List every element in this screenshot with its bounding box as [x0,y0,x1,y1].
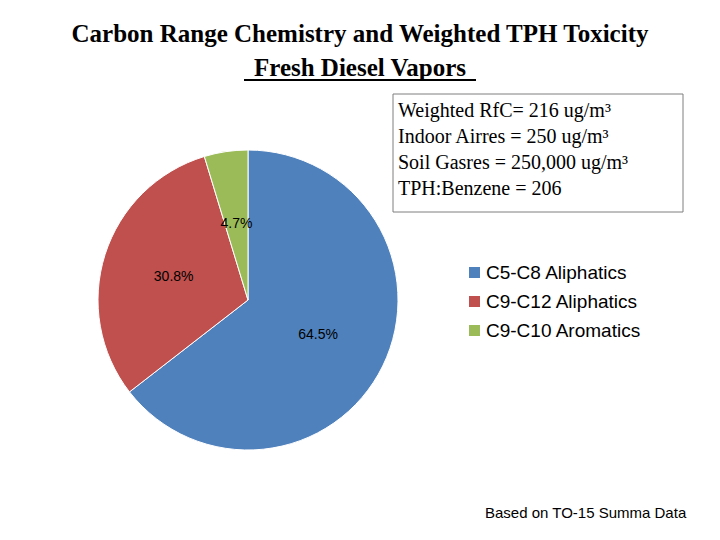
svg-text:C5-C8 Aliphatics: C5-C8 Aliphatics [486,262,626,283]
svg-text:Weighted RfC= 216 ug/m³: Weighted RfC= 216 ug/m³ [398,99,611,122]
svg-text:Carbon Range Chemistry and Wei: Carbon Range Chemistry and Weighted TPH … [72,20,649,47]
svg-text:C9-C10 Aromatics: C9-C10 Aromatics [486,320,640,341]
svg-text:Fresh Diesel Vapors: Fresh Diesel Vapors [254,54,466,81]
svg-text:64.5%: 64.5% [298,326,338,342]
svg-text:TPH:Benzene = 206: TPH:Benzene = 206 [398,177,561,199]
svg-text:C9-C12 Aliphatics: C9-C12 Aliphatics [486,291,637,312]
svg-text:30.8%: 30.8% [154,268,194,284]
svg-text:Based on TO-15 Summa Data: Based on TO-15 Summa Data [485,504,687,521]
svg-text:Soil Gasres = 250,000 ug/m³: Soil Gasres = 250,000 ug/m³ [398,151,628,174]
svg-text:4.7%: 4.7% [221,215,253,231]
svg-text:Indoor Airres = 250 ug/m³: Indoor Airres = 250 ug/m³ [398,125,609,148]
